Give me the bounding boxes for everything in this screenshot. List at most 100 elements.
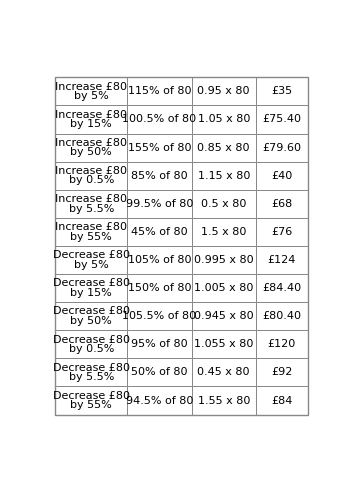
Bar — [127, 274, 192, 302]
Bar — [256, 190, 308, 218]
Text: £75.40: £75.40 — [262, 114, 301, 124]
Text: 0.5 x 80: 0.5 x 80 — [201, 199, 246, 209]
Text: Increase £80: Increase £80 — [55, 138, 127, 148]
Text: 1.15 x 80: 1.15 x 80 — [198, 170, 250, 180]
Text: 0.95 x 80: 0.95 x 80 — [198, 86, 250, 97]
Text: 155% of 80: 155% of 80 — [127, 142, 191, 152]
Text: £84: £84 — [271, 396, 292, 406]
Bar — [192, 274, 256, 302]
Bar — [192, 386, 256, 414]
Text: by 0.5%: by 0.5% — [69, 176, 114, 186]
Bar — [192, 218, 256, 246]
Bar — [55, 302, 127, 330]
Bar — [256, 302, 308, 330]
Bar — [256, 78, 308, 106]
Text: 0.995 x 80: 0.995 x 80 — [194, 255, 253, 265]
Text: 99.5% of 80: 99.5% of 80 — [126, 199, 193, 209]
Bar — [55, 246, 127, 274]
Bar — [192, 190, 256, 218]
Text: Decrease £80: Decrease £80 — [53, 250, 130, 260]
Text: £124: £124 — [268, 255, 296, 265]
Bar — [55, 134, 127, 162]
Bar — [55, 218, 127, 246]
Text: 50% of 80: 50% of 80 — [131, 368, 188, 378]
Text: Decrease £80: Decrease £80 — [53, 306, 130, 316]
Text: £92: £92 — [271, 368, 292, 378]
Text: 115% of 80: 115% of 80 — [127, 86, 191, 97]
Bar — [192, 134, 256, 162]
Text: 1.005 x 80: 1.005 x 80 — [194, 283, 253, 293]
Text: by 50%: by 50% — [70, 148, 112, 158]
Bar — [256, 106, 308, 134]
Text: £80.40: £80.40 — [262, 311, 301, 321]
Text: £120: £120 — [268, 340, 296, 349]
Bar — [192, 78, 256, 106]
Bar — [192, 162, 256, 190]
Bar — [192, 106, 256, 134]
Bar — [256, 386, 308, 414]
Text: £35: £35 — [271, 86, 292, 97]
Text: £68: £68 — [271, 199, 292, 209]
Bar — [127, 218, 192, 246]
Text: Increase £80: Increase £80 — [55, 82, 127, 92]
Bar — [127, 246, 192, 274]
Text: Decrease £80: Decrease £80 — [53, 334, 130, 344]
Text: £76: £76 — [271, 227, 292, 237]
Bar — [55, 358, 127, 386]
Bar — [55, 78, 127, 106]
Bar — [55, 162, 127, 190]
Bar — [55, 386, 127, 414]
Text: by 55%: by 55% — [70, 232, 112, 241]
Bar — [256, 162, 308, 190]
Bar — [192, 302, 256, 330]
Text: 1.55 x 80: 1.55 x 80 — [198, 396, 250, 406]
Bar — [127, 78, 192, 106]
Bar — [256, 330, 308, 358]
Text: £79.60: £79.60 — [262, 142, 301, 152]
Text: 95% of 80: 95% of 80 — [131, 340, 188, 349]
Bar — [127, 162, 192, 190]
Text: by 5%: by 5% — [74, 260, 109, 270]
Text: 0.45 x 80: 0.45 x 80 — [198, 368, 250, 378]
Bar — [256, 218, 308, 246]
Text: Decrease £80: Decrease £80 — [53, 362, 130, 372]
Text: 1.055 x 80: 1.055 x 80 — [194, 340, 253, 349]
Text: Increase £80: Increase £80 — [55, 222, 127, 232]
Text: by 5.5%: by 5.5% — [69, 372, 114, 382]
Bar — [127, 190, 192, 218]
Bar — [127, 106, 192, 134]
Bar — [127, 330, 192, 358]
Bar — [256, 134, 308, 162]
Text: 105.5% of 80: 105.5% of 80 — [122, 311, 196, 321]
Bar — [55, 78, 308, 414]
Bar — [127, 386, 192, 414]
Text: by 15%: by 15% — [70, 288, 112, 298]
Text: 150% of 80: 150% of 80 — [127, 283, 191, 293]
Text: by 5%: by 5% — [74, 91, 109, 101]
Bar — [192, 246, 256, 274]
Text: 45% of 80: 45% of 80 — [131, 227, 188, 237]
Text: by 5.5%: by 5.5% — [69, 204, 114, 214]
Text: 0.945 x 80: 0.945 x 80 — [194, 311, 253, 321]
Bar — [256, 246, 308, 274]
Text: Decrease £80: Decrease £80 — [53, 278, 130, 288]
Text: £40: £40 — [271, 170, 292, 180]
Bar — [55, 106, 127, 134]
Text: Increase £80: Increase £80 — [55, 166, 127, 176]
Bar — [55, 274, 127, 302]
Text: Increase £80: Increase £80 — [55, 110, 127, 120]
Text: 105% of 80: 105% of 80 — [127, 255, 191, 265]
Text: 94.5% of 80: 94.5% of 80 — [126, 396, 193, 406]
Bar — [127, 302, 192, 330]
Bar — [127, 358, 192, 386]
Text: £84.40: £84.40 — [262, 283, 301, 293]
Bar — [192, 330, 256, 358]
Text: by 15%: by 15% — [70, 120, 112, 130]
Bar — [256, 274, 308, 302]
Text: by 55%: by 55% — [70, 400, 112, 410]
Bar — [127, 134, 192, 162]
Text: 85% of 80: 85% of 80 — [131, 170, 188, 180]
Bar — [55, 190, 127, 218]
Bar — [192, 358, 256, 386]
Text: Increase £80: Increase £80 — [55, 194, 127, 204]
